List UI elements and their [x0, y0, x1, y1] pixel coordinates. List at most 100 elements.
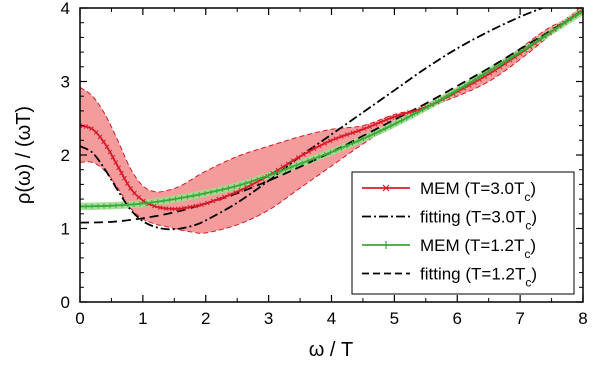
marker-x: [104, 144, 110, 150]
marker-x: [301, 152, 306, 157]
marker-plus: [178, 195, 184, 201]
uncertainty-bands: [80, 8, 583, 234]
marker-plus: [208, 189, 214, 195]
legend-item: fitting (T=1.2Tc): [362, 265, 537, 290]
marker-plus: [415, 109, 421, 115]
marker-plus: [377, 128, 383, 134]
marker-x: [216, 196, 222, 202]
marker-plus: [299, 160, 305, 166]
marker-x: [128, 186, 133, 191]
marker-x: [406, 110, 412, 115]
marker-plus: [533, 39, 539, 45]
marker-x: [280, 164, 286, 170]
series-lines: [80, 8, 583, 231]
x-axis-ticks: 0 1 2 3 4 5 6 7 8: [75, 8, 588, 328]
marker-plus: [441, 95, 447, 101]
marker-plus: [339, 145, 344, 151]
x-tick-label: 6: [453, 309, 462, 328]
marker-x: [356, 128, 361, 134]
x-tick-label: 1: [138, 309, 147, 328]
marker-plus: [563, 19, 569, 25]
marker-plus: [388, 123, 394, 129]
marker-plus: [231, 184, 237, 190]
marker-plus: [573, 12, 579, 18]
marker-plus: [446, 92, 452, 98]
marker-plus: [101, 203, 107, 209]
marker-plus: [173, 196, 179, 202]
marker-plus: [131, 201, 137, 207]
marker-x: [372, 121, 378, 127]
marker-x: [169, 206, 175, 212]
marker-plus: [316, 154, 322, 160]
marker-plus: [482, 70, 488, 76]
marker-x: [221, 194, 227, 200]
legend-marker-plus: [382, 241, 390, 249]
marker-plus: [113, 202, 119, 208]
marker-plus: [83, 203, 89, 209]
marker-plus: [568, 16, 574, 22]
marker-plus: [305, 158, 311, 164]
marker-plus: [361, 136, 367, 142]
legend-label: fitting (T=3.0Tc): [420, 208, 537, 233]
marker-x: [124, 181, 130, 186]
marker-x: [238, 187, 244, 193]
marker-x: [163, 206, 169, 211]
marker-plus: [288, 164, 294, 170]
band-mem-3.0tc: [80, 8, 583, 234]
marker-x: [227, 192, 233, 198]
marker-plus: [477, 74, 483, 80]
marker-x: [401, 111, 406, 117]
line-fitting-1.2tc: [80, 10, 583, 224]
marker-plus: [456, 86, 462, 92]
marker-plus: [107, 203, 113, 209]
marker-plus: [513, 52, 519, 58]
marker-plus: [167, 197, 173, 203]
marker-x: [151, 203, 157, 209]
marker-plus: [425, 104, 431, 110]
marker-plus: [451, 89, 457, 95]
marker-x: [101, 139, 106, 145]
marker-x: [132, 190, 137, 196]
x-tick-label: 7: [515, 309, 524, 328]
marker-plus: [225, 185, 231, 191]
x-tick-label: 2: [201, 309, 210, 328]
marker-plus: [311, 156, 317, 162]
marker-x: [113, 160, 119, 165]
y-tick-label: 4: [61, 0, 70, 18]
y-axis-ticks: 0 1 2 3 4: [61, 0, 583, 312]
marker-plus: [271, 171, 277, 177]
marker-x: [193, 203, 199, 209]
marker-x: [311, 146, 317, 152]
marker-plus: [95, 203, 101, 209]
marker-plus: [497, 61, 503, 67]
marker-plus: [467, 80, 473, 86]
marker-plus: [393, 120, 399, 126]
marker-plus: [350, 140, 356, 146]
marker-plus: [149, 199, 155, 205]
marker-plus: [143, 200, 149, 206]
marker-x: [327, 138, 333, 144]
marker-x: [119, 170, 124, 176]
marker-plus: [243, 180, 249, 186]
legend-label: MEM (T=3.0Tc): [420, 179, 536, 204]
marker-plus: [503, 58, 509, 64]
marker-x: [322, 141, 328, 146]
marker-plus: [196, 192, 202, 198]
marker-plus: [322, 152, 328, 158]
marker-plus: [184, 194, 190, 200]
marker-plus: [430, 101, 436, 107]
marker-x: [83, 124, 89, 129]
x-tick-label: 4: [327, 309, 336, 328]
marker-x: [395, 113, 400, 119]
marker-x: [333, 136, 339, 141]
marker-x: [361, 126, 367, 132]
marker-plus: [508, 55, 514, 61]
marker-x: [141, 198, 146, 204]
marker-x: [89, 126, 94, 131]
y-axis-label: ρ(ω) / (ωT): [13, 106, 35, 204]
marker-x: [210, 198, 216, 204]
y-tick-label: 2: [61, 146, 70, 165]
marker-plus: [125, 202, 131, 208]
marker-x: [122, 175, 127, 181]
